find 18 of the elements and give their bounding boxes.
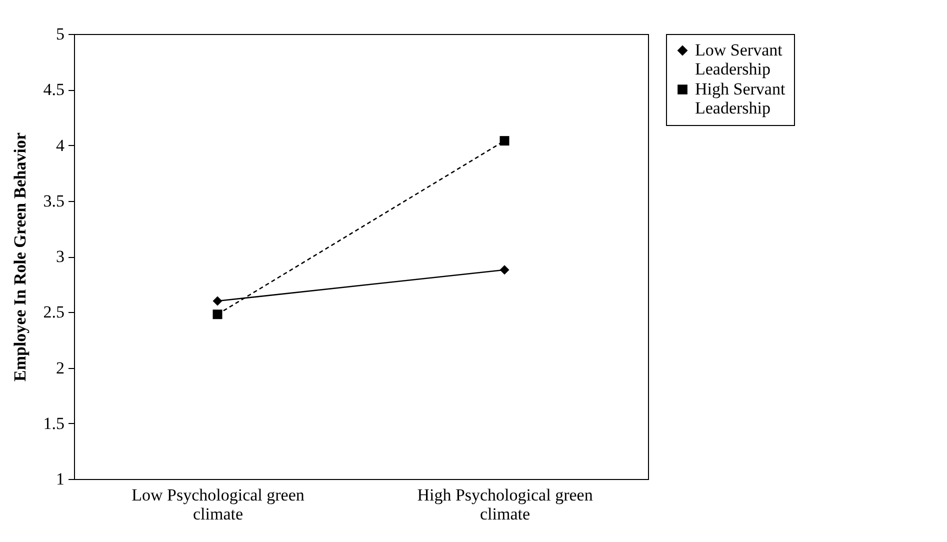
- y-tick-label: 3: [56, 247, 64, 266]
- point: [500, 265, 510, 275]
- x-tick-label: Low Psychological green climate: [132, 486, 305, 524]
- y-tick-label: 2.5: [43, 302, 64, 322]
- y-tick-label: 5: [56, 24, 64, 44]
- y-tick-label: 1: [56, 470, 64, 488]
- y-tick-label: 2: [56, 358, 64, 378]
- legend-label: Low Servant Leadership: [695, 40, 783, 78]
- legend-label: High Servant Leadership: [695, 80, 786, 118]
- y-tick-label: 4.5: [43, 80, 64, 100]
- y-axis-title: Employee In Role Green Behavior: [10, 132, 30, 382]
- y-tick-label: 3.5: [43, 191, 64, 210]
- point: [212, 310, 222, 320]
- x-tick-label: High Psychological green climate: [417, 486, 594, 524]
- y-tick-label: 1.5: [43, 414, 64, 433]
- y-tick-label: 4: [56, 136, 65, 155]
- point: [500, 136, 510, 146]
- point: [212, 296, 222, 306]
